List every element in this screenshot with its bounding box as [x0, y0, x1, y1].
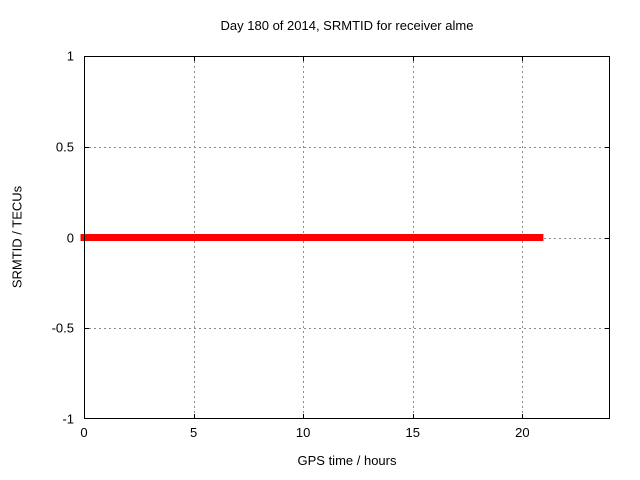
x-tick-label: 20 [515, 425, 530, 440]
y-tick-right [605, 146, 610, 148]
x-tick-bottom [193, 414, 195, 419]
x-tick-top [303, 56, 305, 61]
x-axis-label: GPS time / hours [297, 453, 397, 468]
y-tick-label: 0.5 [55, 139, 74, 155]
y-tick-label: 0 [66, 230, 74, 245]
plot-area: 0 5 10 15 20 -1 -0.5 0 0.5 1 [52, 49, 610, 440]
y-tick-left [84, 146, 89, 148]
y-tick-label: -0.5 [51, 320, 74, 336]
x-tick-label: 0 [80, 425, 88, 440]
y-gridline [84, 146, 610, 148]
y-tick-label: 1 [66, 48, 74, 64]
y-gridline [84, 328, 610, 330]
y-tick-label: -1 [62, 411, 74, 427]
x-tick-top [193, 56, 195, 61]
x-tick-label: 15 [405, 425, 420, 440]
x-tick-bottom [303, 414, 305, 419]
y-tick-right [605, 328, 610, 330]
x-tick-label: 5 [189, 425, 198, 440]
x-tick-bottom [412, 414, 414, 419]
x-tick-bottom [522, 414, 524, 419]
y-tick-right [605, 237, 610, 239]
data-layer [80, 234, 544, 241]
x-tick-top [412, 56, 414, 61]
y-tick-left [84, 328, 89, 330]
y-axis-label: SRMTID / TECUs [9, 185, 25, 289]
x-tick-top [522, 56, 524, 61]
chart-title: Day 180 of 2014, SRMTID for receiver alm… [220, 18, 474, 33]
x-tick-label: 10 [295, 425, 311, 440]
